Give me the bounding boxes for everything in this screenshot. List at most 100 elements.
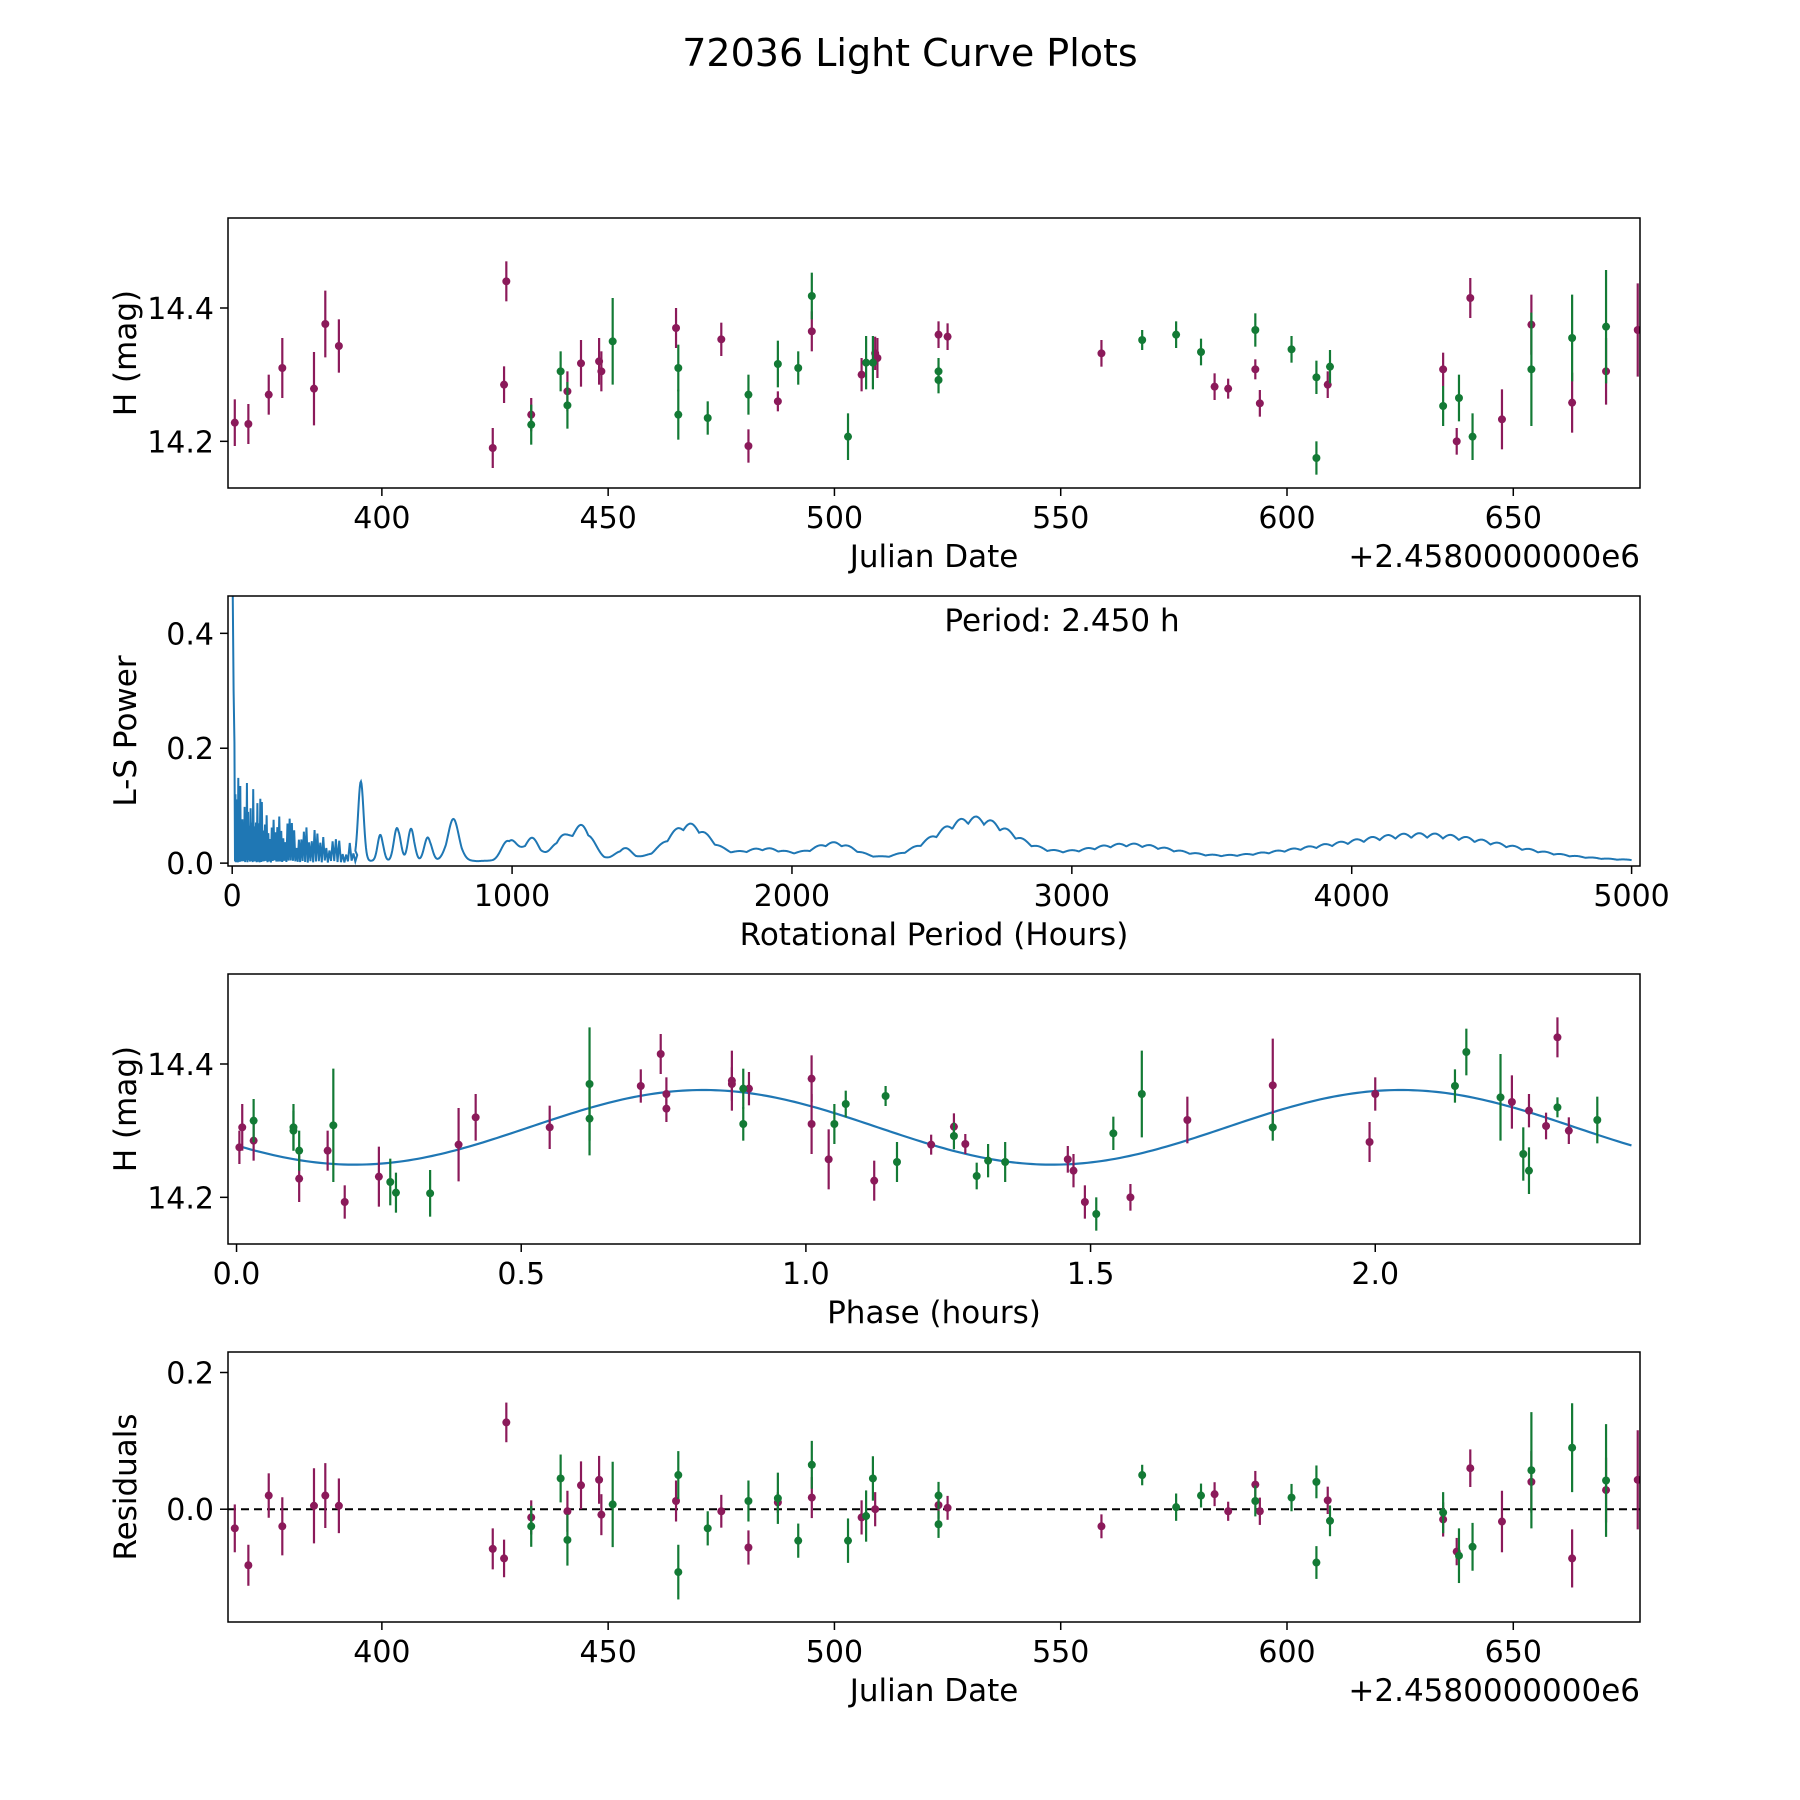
data-point-green: [1312, 373, 1320, 381]
data-point-green: [1568, 1444, 1576, 1452]
data-point-green: [674, 1471, 682, 1479]
data-point-green: [1172, 1503, 1180, 1511]
data-point-purple: [935, 331, 943, 339]
data-point-purple: [500, 1554, 508, 1562]
x-tick-label: 1.0: [782, 1257, 830, 1292]
data-point-purple: [662, 1090, 670, 1098]
data-point-green: [973, 1172, 981, 1180]
data-point-purple: [1126, 1193, 1134, 1201]
data-point-purple: [455, 1141, 463, 1149]
data-point-purple: [1508, 1098, 1516, 1106]
data-point-green: [935, 376, 943, 384]
data-point-purple: [657, 1050, 665, 1058]
fit-curve: [237, 1090, 1632, 1165]
data-point-purple: [1542, 1122, 1550, 1130]
y-tick-label: 0.2: [166, 1357, 214, 1392]
data-point-purple: [1256, 399, 1264, 407]
y-tick-label: 0.0: [166, 1493, 214, 1528]
data-point-green: [1251, 326, 1259, 334]
data-point-green: [329, 1121, 337, 1129]
axes-frame: [228, 218, 1640, 488]
data-point-purple: [563, 1507, 571, 1515]
data-point-green: [1312, 1559, 1320, 1567]
data-point-green: [1138, 336, 1146, 344]
x-tick-label: 500: [806, 501, 863, 536]
data-point-green: [1527, 365, 1535, 373]
data-point-green: [609, 337, 617, 345]
data-point-green: [739, 1120, 747, 1128]
x-offset-text: +2.4580000000e6: [1348, 539, 1640, 575]
plot-area: [231, 261, 1642, 474]
data-point-green: [426, 1189, 434, 1197]
data-point-purple: [808, 1075, 816, 1083]
data-point-purple: [1224, 1507, 1232, 1515]
data-point-green: [1439, 402, 1447, 410]
data-point-purple: [595, 1476, 603, 1484]
data-point-purple: [1097, 1522, 1105, 1530]
data-point-green: [1269, 1123, 1277, 1131]
data-point-purple: [858, 371, 866, 379]
data-point-green: [744, 1497, 752, 1505]
data-point-purple: [375, 1173, 383, 1181]
x-tick-label: 550: [1032, 1635, 1089, 1670]
data-point-purple: [472, 1113, 480, 1121]
data-point-purple: [335, 342, 343, 350]
data-point-purple: [1256, 1507, 1264, 1515]
data-point-purple: [321, 320, 329, 328]
data-point-purple: [295, 1175, 303, 1183]
x-tick-label: 1.5: [1067, 1257, 1115, 1292]
x-tick-label: 450: [580, 1635, 637, 1670]
data-point-purple: [1366, 1138, 1374, 1146]
data-point-purple: [1466, 294, 1474, 302]
data-point-purple: [1224, 385, 1232, 393]
data-point-purple: [310, 385, 318, 393]
data-point-green: [794, 364, 802, 372]
plot-area: [233, 596, 1632, 863]
data-point-green: [1497, 1093, 1505, 1101]
y-tick-label: 14.4: [147, 292, 214, 327]
data-point-purple: [500, 381, 508, 389]
data-point-green: [1312, 1478, 1320, 1486]
x-axis-label: Rotational Period (Hours): [740, 917, 1129, 953]
axes-frame: [228, 596, 1640, 866]
data-point-green: [1593, 1116, 1601, 1124]
data-point-green: [674, 364, 682, 372]
data-point-green: [1288, 1494, 1296, 1502]
data-point-purple: [1064, 1155, 1072, 1163]
data-point-green: [250, 1117, 258, 1125]
x-tick-label: 400: [353, 1635, 410, 1670]
data-point-purple: [774, 397, 782, 405]
x-offset-text: +2.4580000000e6: [1348, 1673, 1640, 1709]
data-point-purple: [489, 444, 497, 452]
data-point-purple: [597, 367, 605, 375]
x-tick-label: 5000: [1593, 879, 1669, 914]
data-point-purple: [744, 1543, 752, 1551]
data-point-purple: [335, 1502, 343, 1510]
data-point-purple: [871, 1505, 879, 1513]
y-tick-label: 0.0: [166, 847, 214, 882]
data-point-purple: [870, 1177, 878, 1185]
data-point-green: [563, 1536, 571, 1544]
data-point-green: [1109, 1129, 1117, 1137]
data-point-green: [794, 1537, 802, 1545]
x-tick-label: 600: [1258, 1635, 1315, 1670]
data-point-green: [1527, 1466, 1535, 1474]
data-point-green: [950, 1132, 958, 1140]
data-point-green: [1138, 1090, 1146, 1098]
data-point-green: [386, 1178, 394, 1186]
x-tick-label: 3000: [1034, 879, 1110, 914]
period-annotation: Period: 2.450 h: [944, 603, 1179, 639]
x-tick-label: 650: [1485, 1635, 1542, 1670]
data-point-purple: [502, 277, 510, 285]
data-point-green: [295, 1147, 303, 1155]
data-point-green: [869, 359, 877, 367]
data-point-purple: [1081, 1198, 1089, 1206]
data-point-purple: [1251, 365, 1259, 373]
data-point-green: [844, 1537, 852, 1545]
data-point-purple: [489, 1545, 497, 1553]
data-point-purple: [577, 1481, 585, 1489]
x-axis-label: Julian Date: [848, 1673, 1019, 1709]
y-axis-label: Residuals: [108, 1413, 144, 1560]
data-point-green: [1312, 454, 1320, 462]
data-point-purple: [808, 1494, 816, 1502]
